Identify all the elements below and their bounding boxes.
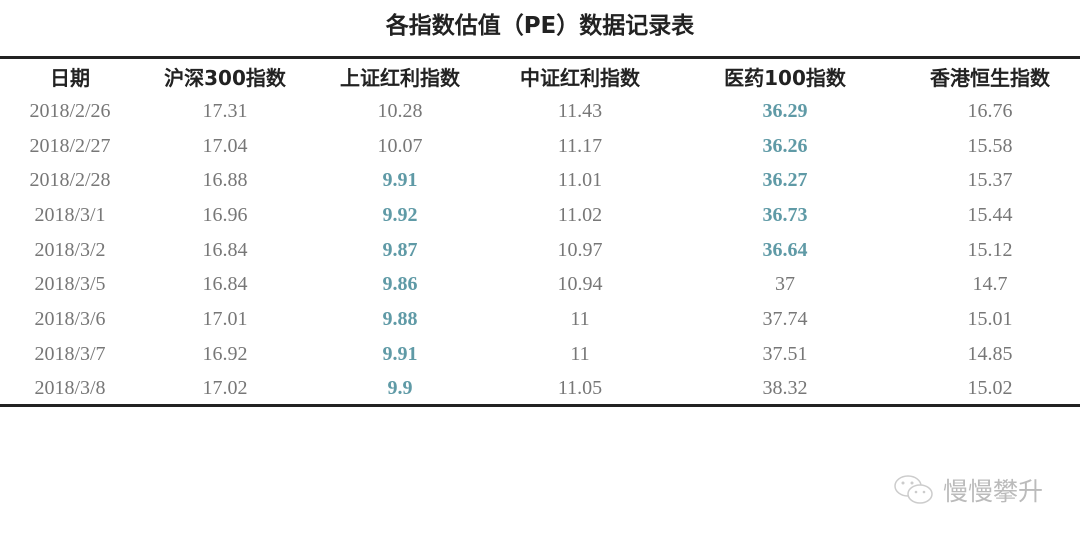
date-cell: 2018/3/2 <box>34 238 106 261</box>
pe-value-cell: 11.43 <box>557 99 603 122</box>
pe-value-cell: 9.87 <box>382 238 418 261</box>
date-cell: 2018/3/7 <box>34 342 106 365</box>
column-header: 沪深300指数 <box>164 65 286 90</box>
pe-value-cell: 37.74 <box>762 307 808 330</box>
pe-value-cell: 15.01 <box>967 307 1013 330</box>
pe-value-cell: 11.01 <box>557 169 603 192</box>
table-row: 2018/2/27 17.04 10.07 11.17 36.26 15.58 <box>0 129 1080 164</box>
table-title: 各指数估值（PE）数据记录表 <box>385 13 695 39</box>
table-row: 2018/3/1 16.96 9.92 11.02 36.73 15.44 <box>0 198 1080 233</box>
pe-value-cell: 11.05 <box>557 377 603 400</box>
column-header: 医药100指数 <box>724 65 846 90</box>
wechat-icon <box>894 475 933 504</box>
pe-value-cell: 15.58 <box>967 134 1013 157</box>
pe-value-cell: 15.44 <box>967 203 1013 226</box>
pe-value-cell: 9.88 <box>382 307 418 330</box>
watermark: 慢慢攀升 <box>893 472 1043 508</box>
pe-value-cell: 14.7 <box>972 273 1008 296</box>
pe-value-cell: 37.51 <box>762 342 808 365</box>
pe-value-cell: 36.73 <box>762 203 808 226</box>
pe-value-cell: 9.91 <box>382 169 418 192</box>
table-row: 2018/3/2 16.84 9.87 10.97 36.64 15.12 <box>0 233 1080 268</box>
pe-value-cell: 38.32 <box>762 377 808 400</box>
bottom-rule <box>0 404 1080 407</box>
pe-value-cell: 15.37 <box>967 169 1013 192</box>
pe-value-cell: 17.04 <box>202 134 248 157</box>
pe-value-cell: 37 <box>775 273 795 296</box>
pe-value-cell: 16.88 <box>202 169 248 192</box>
pe-value-cell: 9.86 <box>382 273 418 296</box>
date-cell: 2018/3/1 <box>34 203 106 226</box>
table-row: 2018/3/6 17.01 9.88 11 37.74 15.01 <box>0 302 1080 337</box>
pe-value-cell: 36.27 <box>762 169 808 192</box>
pe-value-cell: 17.31 <box>202 99 248 122</box>
table-row: 2018/2/26 17.31 10.28 11.43 36.29 16.76 <box>0 94 1080 129</box>
pe-value-cell: 16.96 <box>202 203 248 226</box>
table-row: 2018/3/5 16.84 9.86 10.94 37 14.7 <box>0 267 1080 302</box>
date-cell: 2018/2/28 <box>29 169 111 192</box>
pe-value-cell: 11 <box>570 342 590 365</box>
pe-value-cell: 9.92 <box>382 203 418 226</box>
pe-value-cell: 15.02 <box>967 377 1013 400</box>
pe-value-cell: 36.29 <box>762 99 808 122</box>
pe-value-cell: 15.12 <box>967 238 1013 261</box>
pe-value-cell: 9.91 <box>382 342 418 365</box>
table-row: 2018/2/28 16.88 9.91 11.01 36.27 15.37 <box>0 163 1080 198</box>
pe-value-cell: 36.64 <box>762 238 808 261</box>
date-cell: 2018/3/6 <box>34 307 106 330</box>
top-rule <box>0 56 1080 59</box>
table-row: 2018/3/7 16.92 9.91 11 37.51 14.85 <box>0 337 1080 372</box>
date-cell: 2018/2/26 <box>29 99 111 122</box>
pe-table: 日期 沪深300指数 上证红利指数 中证红利指数 医药100指数 香港恒生指数 2018/… <box>0 58 1080 406</box>
pe-value-cell: 11.17 <box>557 134 603 157</box>
pe-value-cell: 16.92 <box>202 342 248 365</box>
column-header: 日期 <box>50 65 90 90</box>
header-row: 日期 沪深300指数 上证红利指数 中证红利指数 医药100指数 香港恒生指数 <box>0 58 1080 94</box>
watermark-text: 慢慢攀升 <box>943 477 1044 506</box>
table-row: 2018/3/8 17.02 9.9 11.05 38.32 15.02 <box>0 372 1080 407</box>
pe-value-cell: 10.07 <box>377 134 423 157</box>
column-header: 香港恒生指数 <box>930 65 1050 90</box>
date-cell: 2018/3/5 <box>34 273 106 296</box>
pe-value-cell: 10.97 <box>557 238 603 261</box>
date-cell: 2018/2/27 <box>29 134 111 157</box>
pe-value-cell: 10.28 <box>377 99 423 122</box>
pe-value-cell: 11.02 <box>557 203 603 226</box>
column-header: 中证红利指数 <box>520 65 640 90</box>
pe-value-cell: 9.9 <box>387 377 413 400</box>
pe-value-cell: 16.84 <box>202 238 248 261</box>
pe-value-cell: 17.02 <box>202 377 248 400</box>
pe-value-cell: 10.94 <box>557 273 603 296</box>
date-cell: 2018/3/8 <box>34 377 106 400</box>
column-header: 上证红利指数 <box>340 65 460 90</box>
pe-value-cell: 36.26 <box>762 134 808 157</box>
pe-value-cell: 16.76 <box>967 99 1013 122</box>
pe-value-cell: 11 <box>570 307 590 330</box>
pe-value-cell: 17.01 <box>202 307 248 330</box>
pe-value-cell: 14.85 <box>967 342 1013 365</box>
pe-value-cell: 16.84 <box>202 273 248 296</box>
